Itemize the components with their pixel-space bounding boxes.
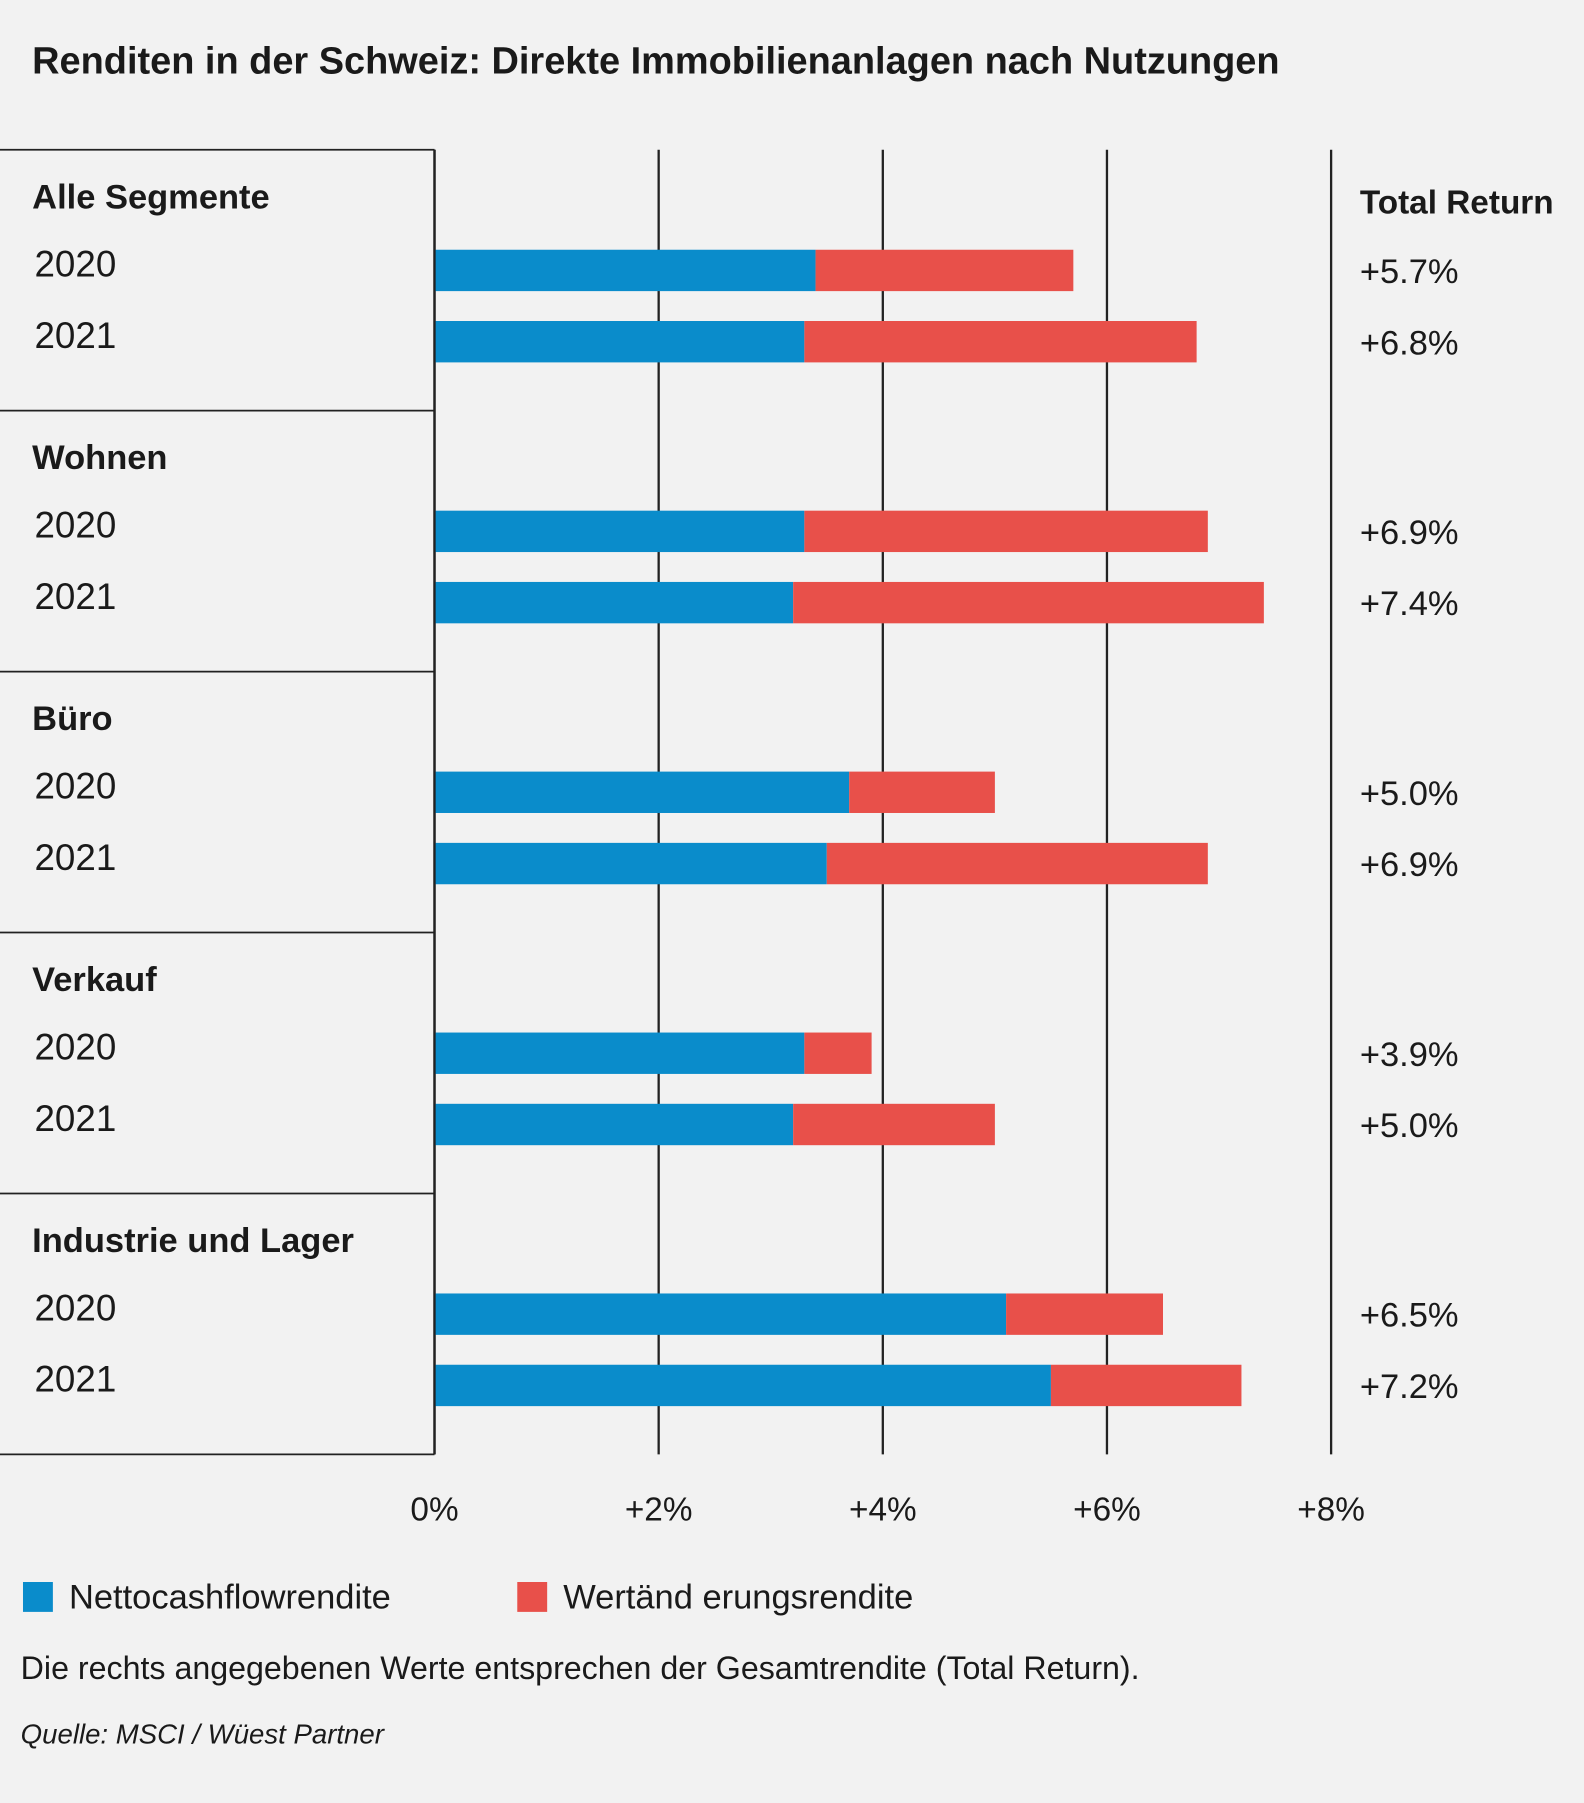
total-label: +6.8%	[1360, 324, 1459, 362]
bar-segment	[434, 510, 805, 553]
category-label: 2021	[34, 1098, 116, 1139]
category-label: 2020	[34, 505, 116, 546]
total-label: +5.0%	[1360, 1107, 1459, 1145]
bar-segment	[826, 842, 1208, 885]
bar-segment	[815, 249, 1074, 292]
category-label: 2020	[34, 1287, 116, 1328]
bar-segment	[793, 1103, 995, 1146]
bar-segment	[434, 842, 827, 885]
x-tick-label: 0%	[410, 1492, 458, 1529]
legend-label: Wertänd erungsrendite	[563, 1578, 913, 1616]
category-label: 2020	[34, 244, 116, 285]
bar-segment	[434, 1032, 805, 1074]
source: Quelle: MSCI / Wüest Partner	[21, 1718, 386, 1749]
bar-segment	[434, 249, 816, 292]
category-label: 2020	[34, 766, 116, 807]
bar-segment	[434, 581, 794, 624]
bar-segment	[804, 321, 1197, 363]
x-tick-label: +6%	[1073, 1492, 1141, 1529]
bar-segment	[434, 1103, 794, 1146]
category-label: 2020	[34, 1027, 116, 1068]
bar-segment	[434, 1364, 1051, 1407]
total-label: +6.9%	[1360, 846, 1459, 884]
group-label: Verkauf	[32, 961, 157, 999]
total-label: +7.4%	[1360, 585, 1459, 623]
group-label: Wohnen	[32, 439, 167, 477]
bar-segment	[434, 1293, 1007, 1335]
total-header: Total Return	[1360, 185, 1554, 222]
bar-segment	[849, 771, 995, 813]
category-label: 2021	[34, 576, 116, 617]
category-label: 2021	[34, 1359, 116, 1400]
bar-segment	[804, 1032, 872, 1074]
category-label: 2021	[34, 837, 116, 878]
group-label: Büro	[32, 700, 112, 738]
category-label: 2021	[34, 315, 116, 356]
group-label: Alle Segmente	[32, 178, 270, 216]
total-label: +5.0%	[1360, 775, 1459, 813]
bar-segment	[434, 321, 805, 363]
legend-swatch	[517, 1581, 548, 1612]
note: Die rechts angegebenen Werte entsprechen…	[21, 1650, 1140, 1686]
x-tick-label: +2%	[625, 1492, 693, 1529]
legend-swatch	[22, 1581, 53, 1612]
total-label: +6.5%	[1360, 1297, 1459, 1335]
bar-segment	[804, 510, 1208, 553]
total-label: +5.7%	[1360, 253, 1459, 291]
x-tick-label: +8%	[1297, 1492, 1365, 1529]
chart-title: Renditen in der Schweiz: Direkte Immobil…	[32, 41, 1279, 83]
total-label: +6.9%	[1360, 514, 1459, 552]
total-label: +7.2%	[1360, 1368, 1459, 1406]
bar-segment	[793, 581, 1264, 624]
legend-label: Nettocashflowrendite	[69, 1578, 391, 1616]
bar-segment	[434, 771, 850, 813]
group-label: Industrie und Lager	[32, 1222, 354, 1260]
x-tick-label: +4%	[849, 1492, 917, 1529]
bar-segment	[1050, 1364, 1242, 1407]
bar-segment	[1006, 1293, 1163, 1335]
total-label: +3.9%	[1360, 1036, 1459, 1074]
